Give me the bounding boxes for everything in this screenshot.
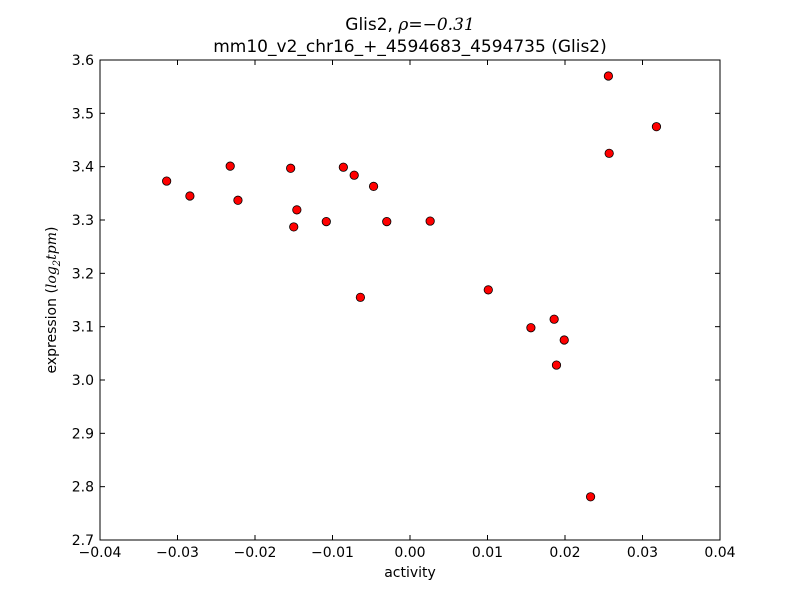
ylabel-text: expression ( <box>44 288 60 373</box>
chart-title-line1: Glis2, ρ=−0.31 <box>345 15 474 35</box>
y-tick-label: 3.4 <box>72 160 94 176</box>
y-tick-label: 3.1 <box>72 320 94 336</box>
y-tick-label: 2.8 <box>72 480 94 496</box>
title-gene: Glis2, <box>345 15 398 35</box>
title-rho-symbol: ρ <box>397 15 408 35</box>
data-point <box>604 148 614 158</box>
y-tick-label: 3.5 <box>72 106 94 122</box>
data-point <box>286 163 296 173</box>
x-tick-label: 0.00 <box>394 545 425 561</box>
data-point <box>526 323 536 333</box>
data-point <box>559 335 569 345</box>
data-point <box>289 222 299 232</box>
x-tick-label: −0.02 <box>234 545 277 561</box>
y-tick-label: 3.2 <box>72 266 94 282</box>
ylabel-math2: tpm <box>44 232 60 260</box>
x-tick-label: 0.03 <box>627 545 658 561</box>
plot-area-frame <box>99 59 721 541</box>
y-tick-label: 3.3 <box>72 213 94 229</box>
x-tick-label: 0.04 <box>704 545 735 561</box>
y-tick-label: 3.0 <box>72 373 94 389</box>
data-point <box>382 217 392 227</box>
data-point <box>549 314 559 324</box>
data-point <box>233 195 243 205</box>
x-tick-label: 0.02 <box>549 545 580 561</box>
data-point <box>355 292 365 302</box>
x-tick-label: −0.04 <box>79 545 122 561</box>
title-rho-value: =−0.31 <box>408 15 474 35</box>
x-tick-label: −0.03 <box>156 545 199 561</box>
ylabel-close: ) <box>44 226 60 231</box>
data-point <box>338 162 348 172</box>
data-point <box>483 285 493 295</box>
data-point <box>425 216 435 226</box>
axis-ticks: −0.04 −0.03 −0.02 −0.01 0.00 0.01 0.02 0.03 0.04… <box>72 53 736 561</box>
data-point <box>185 191 195 201</box>
data-point <box>162 176 172 186</box>
data-point <box>585 492 596 502</box>
x-tick-label: −0.01 <box>311 545 354 561</box>
y-axis-label: expression (log2tpm) <box>44 226 63 373</box>
data-point <box>225 161 235 171</box>
y-tick-label: 2.7 <box>72 533 94 549</box>
data-point <box>368 181 379 191</box>
y-tick-label: 3.6 <box>72 53 94 69</box>
data-point <box>292 205 302 215</box>
ylabel-math: log <box>44 266 60 288</box>
x-axis-label: activity <box>384 565 436 581</box>
data-point <box>551 360 562 370</box>
ylabel-sub: 2 <box>52 260 63 267</box>
data-point <box>603 71 614 81</box>
data-point <box>321 217 331 227</box>
x-tick-label: 0.01 <box>472 545 503 561</box>
data-points <box>162 71 662 502</box>
data-point <box>349 170 359 180</box>
chart-title-line2: mm10_v2_chr16_+_4594683_4594735 (Glis2) <box>213 37 607 57</box>
data-point <box>651 122 662 132</box>
y-tick-label: 2.9 <box>72 426 94 442</box>
